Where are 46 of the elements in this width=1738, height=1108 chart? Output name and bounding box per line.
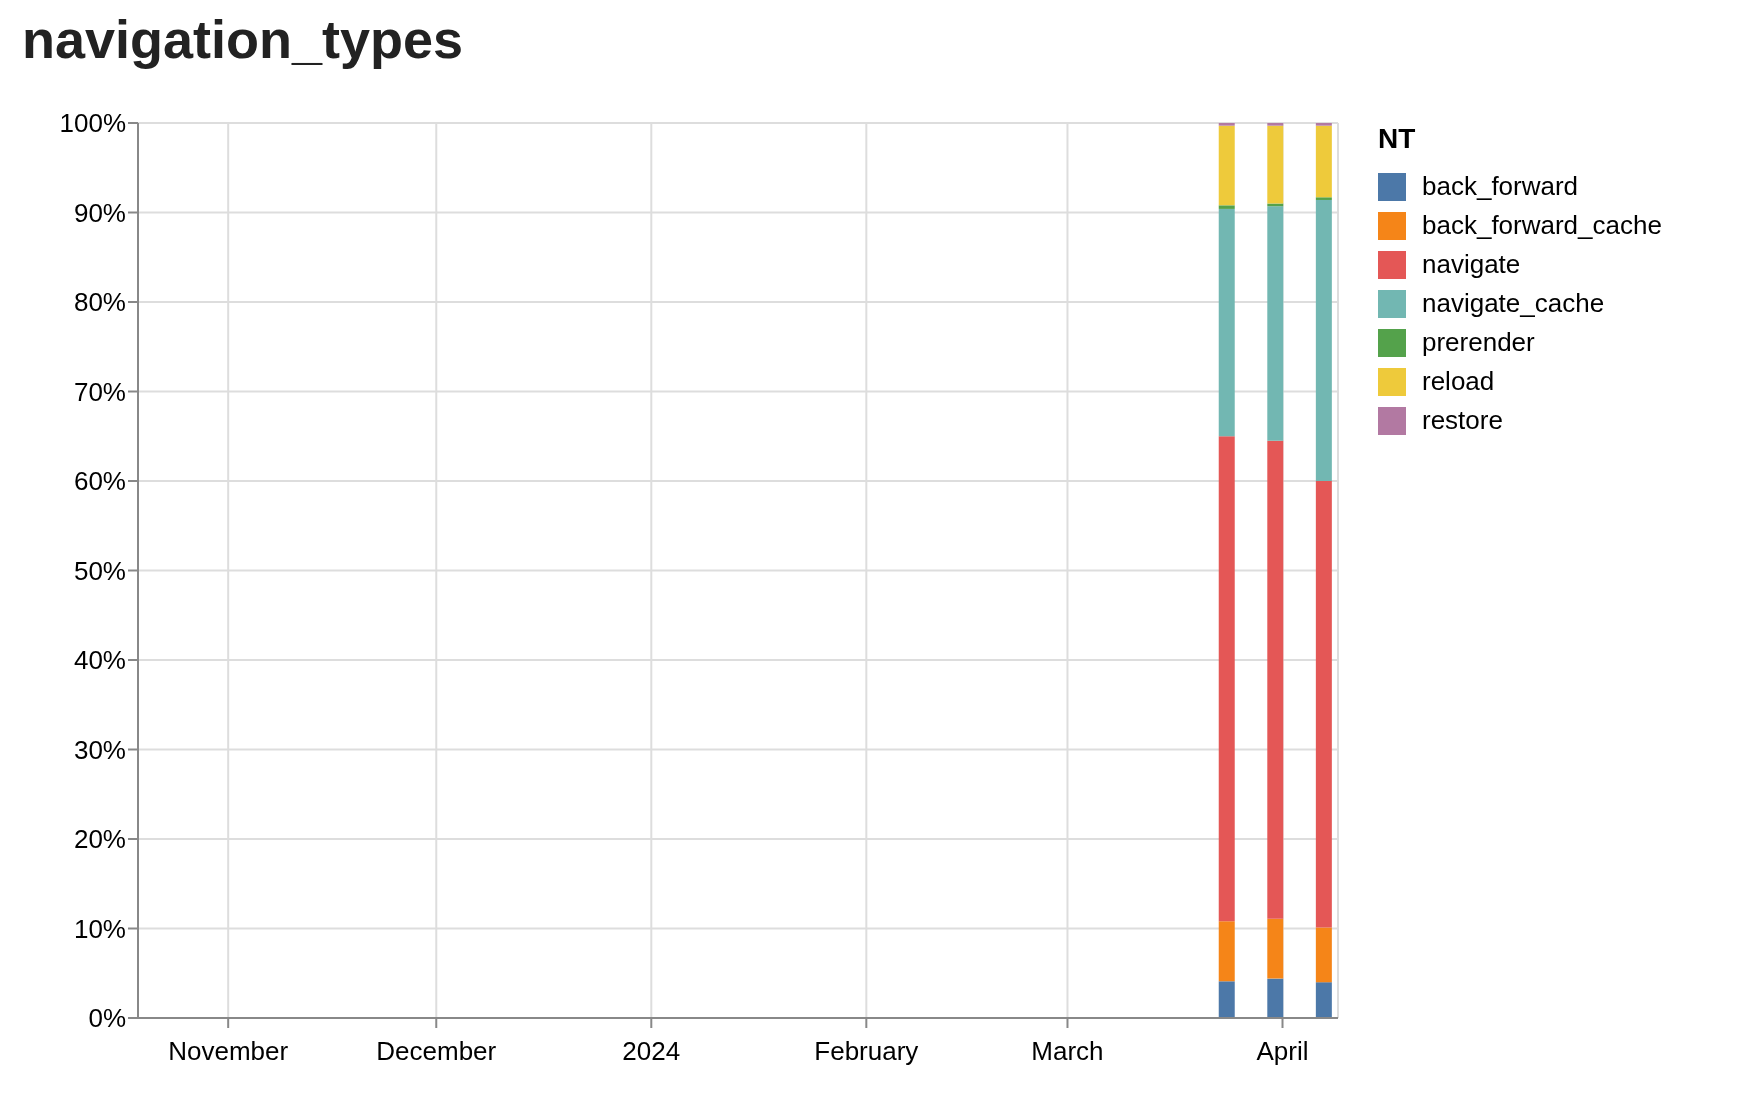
y-tick-label: 70% <box>73 376 126 407</box>
bar <box>1315 481 1332 928</box>
bar <box>1267 123 1284 126</box>
bar <box>1315 197 1332 200</box>
bar <box>1218 921 1235 982</box>
bar <box>1218 123 1235 126</box>
x-tick-label: December <box>376 1036 497 1067</box>
bar <box>1218 436 1235 922</box>
bar <box>1218 208 1235 437</box>
bar <box>1315 982 1332 1018</box>
bar <box>1315 123 1332 126</box>
legend-label: back_forward <box>1421 170 1580 203</box>
bar <box>1218 205 1235 209</box>
bar <box>1267 125 1284 204</box>
bar <box>1315 125 1332 198</box>
bar <box>1315 199 1332 481</box>
x-tick-label: November <box>168 1036 289 1067</box>
legend-label: navigate <box>1421 248 1522 281</box>
y-tick-label: 80% <box>73 287 126 318</box>
bar <box>1218 125 1235 206</box>
y-tick-label: 50% <box>73 555 126 586</box>
x-tick-label: March <box>1031 1036 1104 1067</box>
chart-title: navigation_types <box>22 8 465 71</box>
legend-label: restore <box>1421 404 1504 437</box>
bar <box>1267 206 1284 441</box>
y-tick-label: 60% <box>73 466 126 497</box>
legend-label: reload <box>1421 365 1496 398</box>
y-tick-label: 0% <box>88 1003 126 1034</box>
bar <box>1267 918 1284 979</box>
x-tick-label: April <box>1256 1036 1309 1067</box>
legend-title: NT <box>1378 123 1417 155</box>
y-tick-label: 10% <box>73 913 126 944</box>
bar <box>1315 927 1332 983</box>
bar <box>1218 981 1235 1018</box>
bar <box>1267 440 1284 919</box>
y-tick-label: 40% <box>73 645 126 676</box>
legend-label: navigate_cache <box>1421 287 1606 320</box>
y-tick-label: 100% <box>59 108 126 139</box>
legend-label: back_forward_cache <box>1421 209 1663 242</box>
bar <box>1267 978 1284 1018</box>
x-tick-label: February <box>814 1036 919 1067</box>
y-tick-label: 30% <box>73 734 126 765</box>
x-tick-label: 2024 <box>622 1036 681 1067</box>
legend-label: prerender <box>1421 326 1536 359</box>
y-tick-label: 20% <box>73 824 126 855</box>
y-tick-label: 90% <box>73 197 126 228</box>
